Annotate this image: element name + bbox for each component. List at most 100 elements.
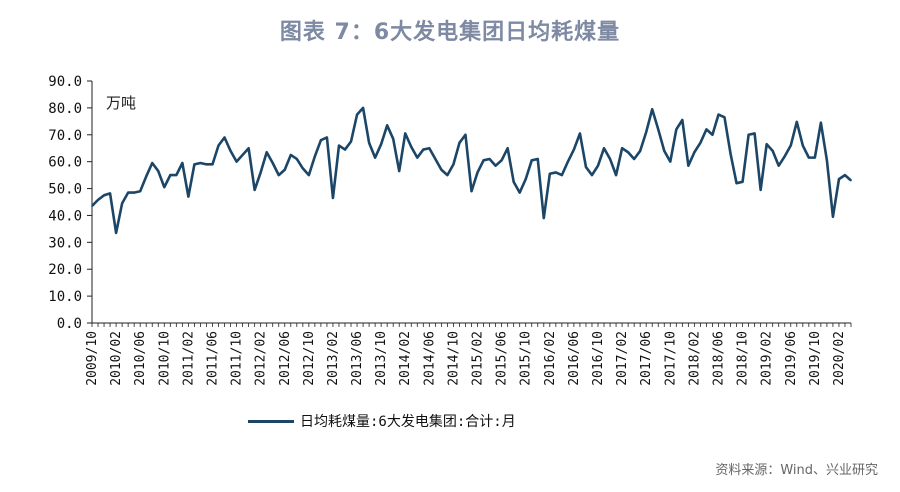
data-point <box>693 151 696 154</box>
data-point <box>344 148 346 151</box>
data-point <box>530 159 533 162</box>
data-point <box>187 195 190 198</box>
data-point <box>223 136 226 139</box>
data-point <box>199 162 202 164</box>
data-point <box>157 170 160 172</box>
data-point <box>308 174 310 176</box>
data-point <box>814 156 816 159</box>
x-tick-label: 2019/02 <box>760 331 775 386</box>
data-point <box>374 156 376 159</box>
x-tick-label: 2020/02 <box>832 331 847 386</box>
x-tick-label: 2013/06 <box>350 331 365 386</box>
data-point <box>651 108 654 111</box>
data-point <box>542 217 545 219</box>
x-tick-label: 2014/10 <box>446 331 461 386</box>
data-point <box>735 182 738 184</box>
data-point <box>488 158 491 160</box>
data-point <box>205 163 208 166</box>
data-point <box>850 179 852 182</box>
data-point <box>585 166 587 168</box>
x-tick-label: 2012/06 <box>278 331 293 386</box>
data-point <box>573 148 575 151</box>
data-point <box>699 142 702 144</box>
data-point <box>591 174 593 176</box>
data-point <box>265 151 268 154</box>
legend-swatch <box>248 419 294 423</box>
data-point <box>428 147 431 150</box>
data-point <box>494 164 497 167</box>
data-point <box>133 191 135 194</box>
data-point <box>211 163 214 166</box>
data-point <box>506 147 509 150</box>
x-tick-label: 2019/10 <box>808 331 823 386</box>
x-tick-label: 2017/10 <box>663 331 678 386</box>
data-point <box>820 121 822 124</box>
data-point <box>380 143 382 145</box>
data-point <box>597 164 599 167</box>
chart-title: 图表 7：6大发电集团日均耗煤量 <box>279 20 621 45</box>
data-point <box>579 132 581 135</box>
data-point <box>844 174 846 176</box>
data-point <box>711 133 714 136</box>
data-point <box>657 128 660 131</box>
data-point <box>789 144 792 147</box>
data-point <box>326 136 328 139</box>
y-axis: 0.0 10.0 20.0 30.0 40.0 50.0 60.0 70.0 80.0 90.0 <box>48 74 93 332</box>
data-point <box>476 171 479 174</box>
data-point <box>549 172 551 175</box>
y-tick-label: 90.0 <box>48 74 82 90</box>
data-point <box>681 119 684 121</box>
data-point <box>145 175 148 178</box>
x-tick-label: 2013/10 <box>374 331 389 386</box>
y-tick-label: 80.0 <box>48 101 82 117</box>
data-point <box>633 158 635 160</box>
legend: 日均耗煤量:6大发电集团:合计:月 <box>248 411 516 431</box>
x-tick-label: 2015/06 <box>495 331 510 386</box>
data-point <box>729 152 732 155</box>
data-point <box>109 192 111 195</box>
data-point <box>368 142 370 144</box>
data-point <box>350 140 352 143</box>
data-point <box>759 189 762 191</box>
data-point <box>838 178 840 180</box>
data-point <box>151 162 154 164</box>
data-point <box>783 155 786 158</box>
data-point <box>705 128 708 131</box>
x-tick-label: 2012/10 <box>302 331 317 386</box>
data-point <box>603 147 605 150</box>
x-tick-label: 2016/10 <box>591 331 606 386</box>
data-point <box>687 164 690 167</box>
x-tick-label: 2014/02 <box>398 331 413 386</box>
data-point <box>241 154 244 156</box>
x-tick-label: 2015/02 <box>471 331 486 386</box>
x-tick-label: 2010/10 <box>157 331 172 386</box>
y-tick-label: 40.0 <box>48 208 82 224</box>
x-axis: 2009/10 2010/02 2010/06 2010/10 2011/02 2011/… <box>85 322 852 386</box>
data-point <box>422 148 425 151</box>
x-tick-label: 2013/02 <box>326 331 341 386</box>
data-point <box>398 170 401 172</box>
data-point <box>669 160 672 163</box>
series-line <box>91 106 852 235</box>
data-point <box>808 156 810 159</box>
y-tick-label: 10.0 <box>48 289 82 305</box>
data-point <box>747 133 750 136</box>
x-tick-label: 2011/10 <box>230 331 245 386</box>
data-point <box>296 158 298 160</box>
data-point <box>802 144 804 147</box>
data-point <box>362 107 364 109</box>
data-point <box>717 113 720 116</box>
x-tick-label: 2019/06 <box>784 331 799 386</box>
data-point <box>181 162 184 164</box>
data-point <box>283 168 286 171</box>
x-tick-label: 2017/02 <box>615 331 630 386</box>
data-point <box>97 199 99 201</box>
data-point <box>338 144 340 147</box>
y-tick-label: 0.0 <box>57 316 82 332</box>
data-point <box>320 139 322 141</box>
x-tick-label: 2018/10 <box>736 331 751 386</box>
x-tick-label: 2014/06 <box>422 331 437 386</box>
x-tick-label: 2018/06 <box>711 331 726 386</box>
data-point <box>277 174 280 176</box>
data-point <box>567 160 569 163</box>
